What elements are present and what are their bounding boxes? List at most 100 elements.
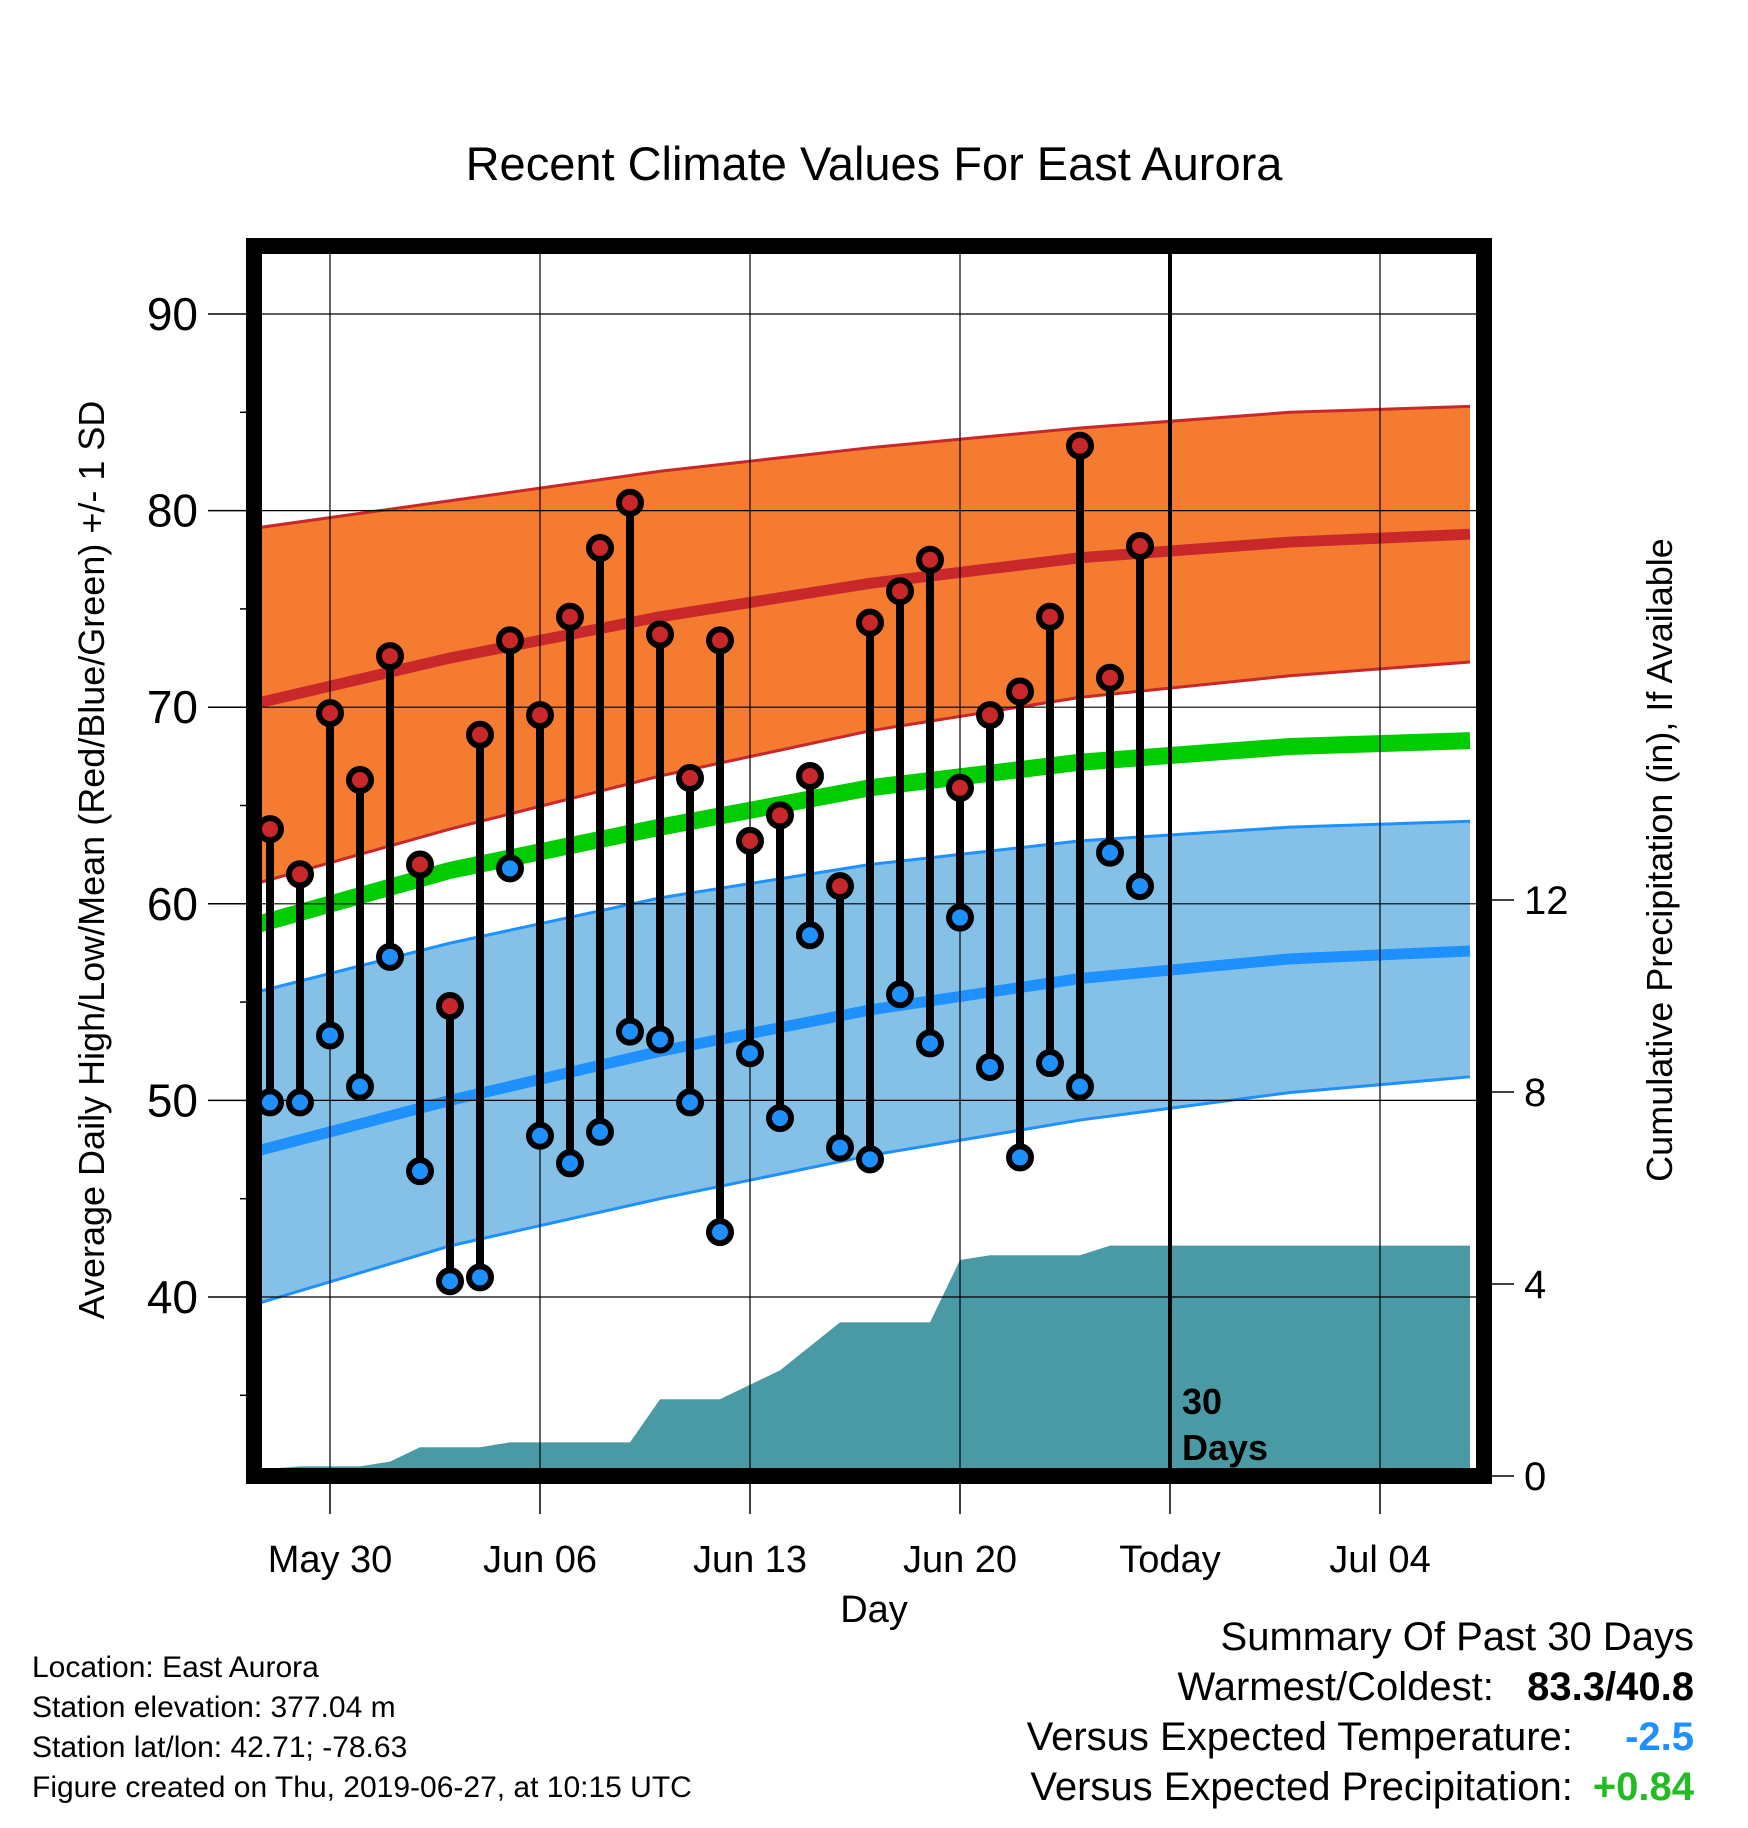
high-point xyxy=(886,577,914,606)
coldest-value: 40.8 xyxy=(1616,1665,1694,1709)
high-point xyxy=(256,815,284,844)
high-point xyxy=(526,701,554,730)
low-point xyxy=(946,903,974,932)
high-point xyxy=(1006,677,1034,706)
high-point xyxy=(466,720,494,749)
high-point xyxy=(1126,531,1154,560)
low-point xyxy=(316,1021,344,1050)
low-point xyxy=(526,1121,554,1150)
summary-panel: Summary Of Past 30 Days Warmest/Coldest:… xyxy=(1027,1612,1694,1812)
plot-area xyxy=(260,404,1471,1470)
high-point xyxy=(436,992,464,1021)
low-point xyxy=(586,1117,614,1146)
high-point xyxy=(916,545,944,574)
x-tick-label: Jul 04 xyxy=(1329,1539,1430,1581)
high-point xyxy=(616,488,644,517)
low-point xyxy=(256,1088,284,1117)
x-tick-label: Today xyxy=(1119,1539,1220,1581)
low-point xyxy=(1066,1072,1094,1101)
location-text: Location: East Aurora xyxy=(32,1651,319,1684)
x-tick-label: May 30 xyxy=(268,1539,393,1581)
y-tick-label-right: 12 xyxy=(1524,879,1569,923)
plot-frame xyxy=(246,238,1492,1484)
high-point xyxy=(376,642,404,671)
temperature-departure-label: Versus Expected Temperature: xyxy=(1026,1715,1573,1759)
high-mean-line xyxy=(260,528,1471,709)
latlon-text: Station lat/lon: 42.71; -78.63 xyxy=(32,1731,408,1764)
precipitation-area xyxy=(265,1245,1470,1470)
low-point xyxy=(1126,872,1154,901)
high-point xyxy=(736,826,764,855)
low-point xyxy=(916,1029,944,1058)
high-point xyxy=(556,602,584,631)
high-point xyxy=(676,763,704,792)
high-point xyxy=(316,699,344,728)
high-upper-line xyxy=(260,404,1471,529)
warmest-value: 83.3 xyxy=(1527,1665,1606,1709)
elevation-text: Station elevation: 377.04 m xyxy=(32,1691,396,1724)
axes: 40 50 60 70 80 90 0 4 8 12 May 30 Jun 06 Jun 13 Jun 2… xyxy=(147,238,1569,1581)
low-point xyxy=(496,854,524,883)
x-tick-label: Jun 20 xyxy=(903,1539,1017,1581)
low-point xyxy=(676,1088,704,1117)
low-point xyxy=(1096,838,1124,867)
low-point xyxy=(706,1218,734,1247)
low-point xyxy=(436,1267,464,1296)
low-point xyxy=(826,1133,854,1162)
y-tick-label-left: 80 xyxy=(147,485,198,537)
high-point xyxy=(706,626,734,655)
y-tick-label-left: 40 xyxy=(147,1271,198,1323)
low-point xyxy=(856,1145,884,1174)
high-point xyxy=(496,626,524,655)
y-tick-label-left: 50 xyxy=(147,1074,198,1126)
low-point xyxy=(886,980,914,1009)
high-sd-band xyxy=(260,406,1470,883)
y-axis-label-right: Cumulative Precipitation (in), If Availa… xyxy=(1639,538,1680,1182)
created-text: Figure created on Thu, 2019-06-27, at 10… xyxy=(32,1771,692,1804)
low-point xyxy=(466,1263,494,1292)
station-info: Location: East Aurora Station elevation:… xyxy=(32,1648,692,1808)
low-sd-band xyxy=(260,821,1470,1303)
precipitation-departure-label: Versus Expected Precipitation: xyxy=(1030,1765,1573,1809)
high-point xyxy=(586,533,614,562)
low-point xyxy=(796,921,824,950)
low-point xyxy=(406,1157,434,1186)
y-tick-label-left: 70 xyxy=(147,681,198,733)
today-days-label-text: Days xyxy=(1182,1427,1268,1468)
low-point xyxy=(736,1039,764,1068)
x-axis-label: Day xyxy=(840,1589,908,1631)
daily-range-stems xyxy=(266,445,1144,1282)
y-tick-label-left: 90 xyxy=(147,288,198,340)
today-days-label-number: 30 xyxy=(1182,1381,1222,1422)
high-point xyxy=(946,773,974,802)
high-point xyxy=(976,701,1004,730)
high-point xyxy=(646,620,674,649)
high-point xyxy=(766,801,794,830)
high-point xyxy=(286,860,314,889)
x-tick-label: Jun 13 xyxy=(693,1539,807,1581)
low-point xyxy=(1036,1049,1064,1078)
daily-points xyxy=(256,431,1154,1296)
low-point xyxy=(616,1017,644,1046)
temperature-departure-value: -2.5 xyxy=(1625,1715,1694,1759)
high-point xyxy=(796,762,824,791)
high-point xyxy=(1096,663,1124,692)
low-point xyxy=(766,1104,794,1133)
x-tick-label: Jun 06 xyxy=(483,1539,597,1581)
warm-cold-separator: / xyxy=(1605,1665,1617,1709)
y-tick-label-left: 60 xyxy=(147,878,198,930)
low-point xyxy=(556,1149,584,1178)
y-tick-label-right: 8 xyxy=(1524,1071,1546,1115)
low-point xyxy=(646,1025,674,1054)
high-point xyxy=(826,872,854,901)
low-point xyxy=(1006,1143,1034,1172)
high-point xyxy=(346,765,374,794)
low-point xyxy=(976,1052,1004,1081)
summary-title: Summary Of Past 30 Days xyxy=(1220,1615,1694,1659)
low-point xyxy=(376,942,404,971)
warmest-coldest-label: Warmest/Coldest: xyxy=(1177,1665,1494,1709)
low-point xyxy=(346,1072,374,1101)
high-point xyxy=(1066,431,1094,460)
warmest-coldest-row: Warmest/Coldest: 83.3/40.8 xyxy=(1027,1662,1694,1712)
